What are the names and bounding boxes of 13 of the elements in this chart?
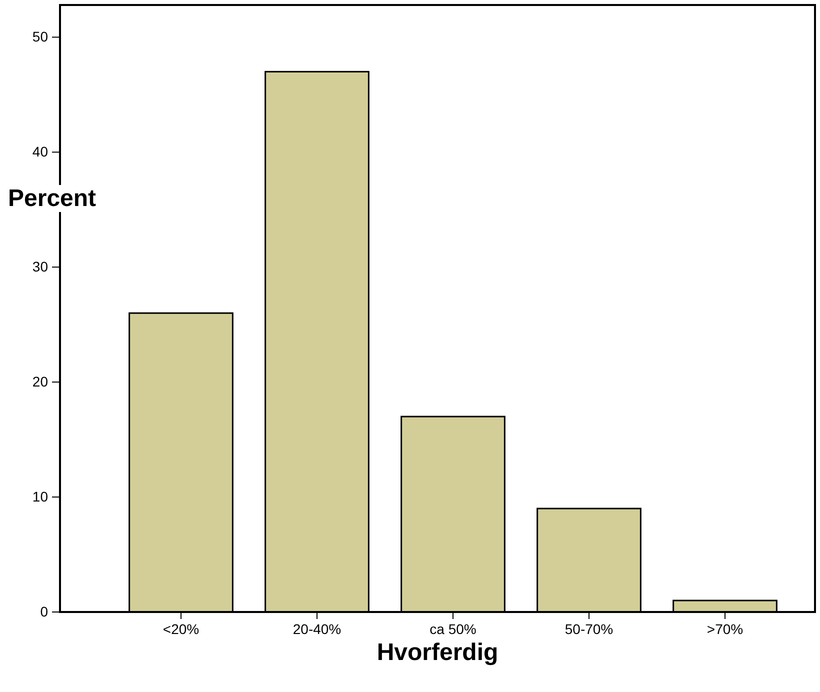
- y-tick-label: 40: [32, 144, 48, 160]
- y-tick-label: 10: [32, 488, 48, 505]
- x-tick-label: >70%: [706, 620, 744, 637]
- y-tick-label: 50: [32, 28, 48, 45]
- x-tick-label: ca 50%: [430, 620, 476, 637]
- x-tick-label: <20%: [162, 620, 200, 637]
- x-axis-title: Hvorferdig: [376, 639, 498, 666]
- y-tick-label: 20: [32, 374, 48, 390]
- x-tick-label: 20-40%: [292, 620, 342, 637]
- x-tick-label: 50-70%: [564, 620, 614, 637]
- y-tick-label: 0: [40, 603, 48, 620]
- y-tick-label: 30: [32, 258, 48, 275]
- y-axis-title: Percent: [8, 185, 96, 212]
